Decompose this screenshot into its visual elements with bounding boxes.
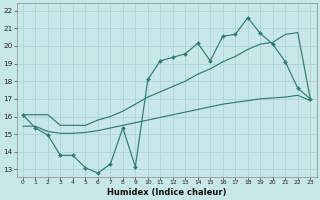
X-axis label: Humidex (Indice chaleur): Humidex (Indice chaleur) [107, 188, 226, 197]
